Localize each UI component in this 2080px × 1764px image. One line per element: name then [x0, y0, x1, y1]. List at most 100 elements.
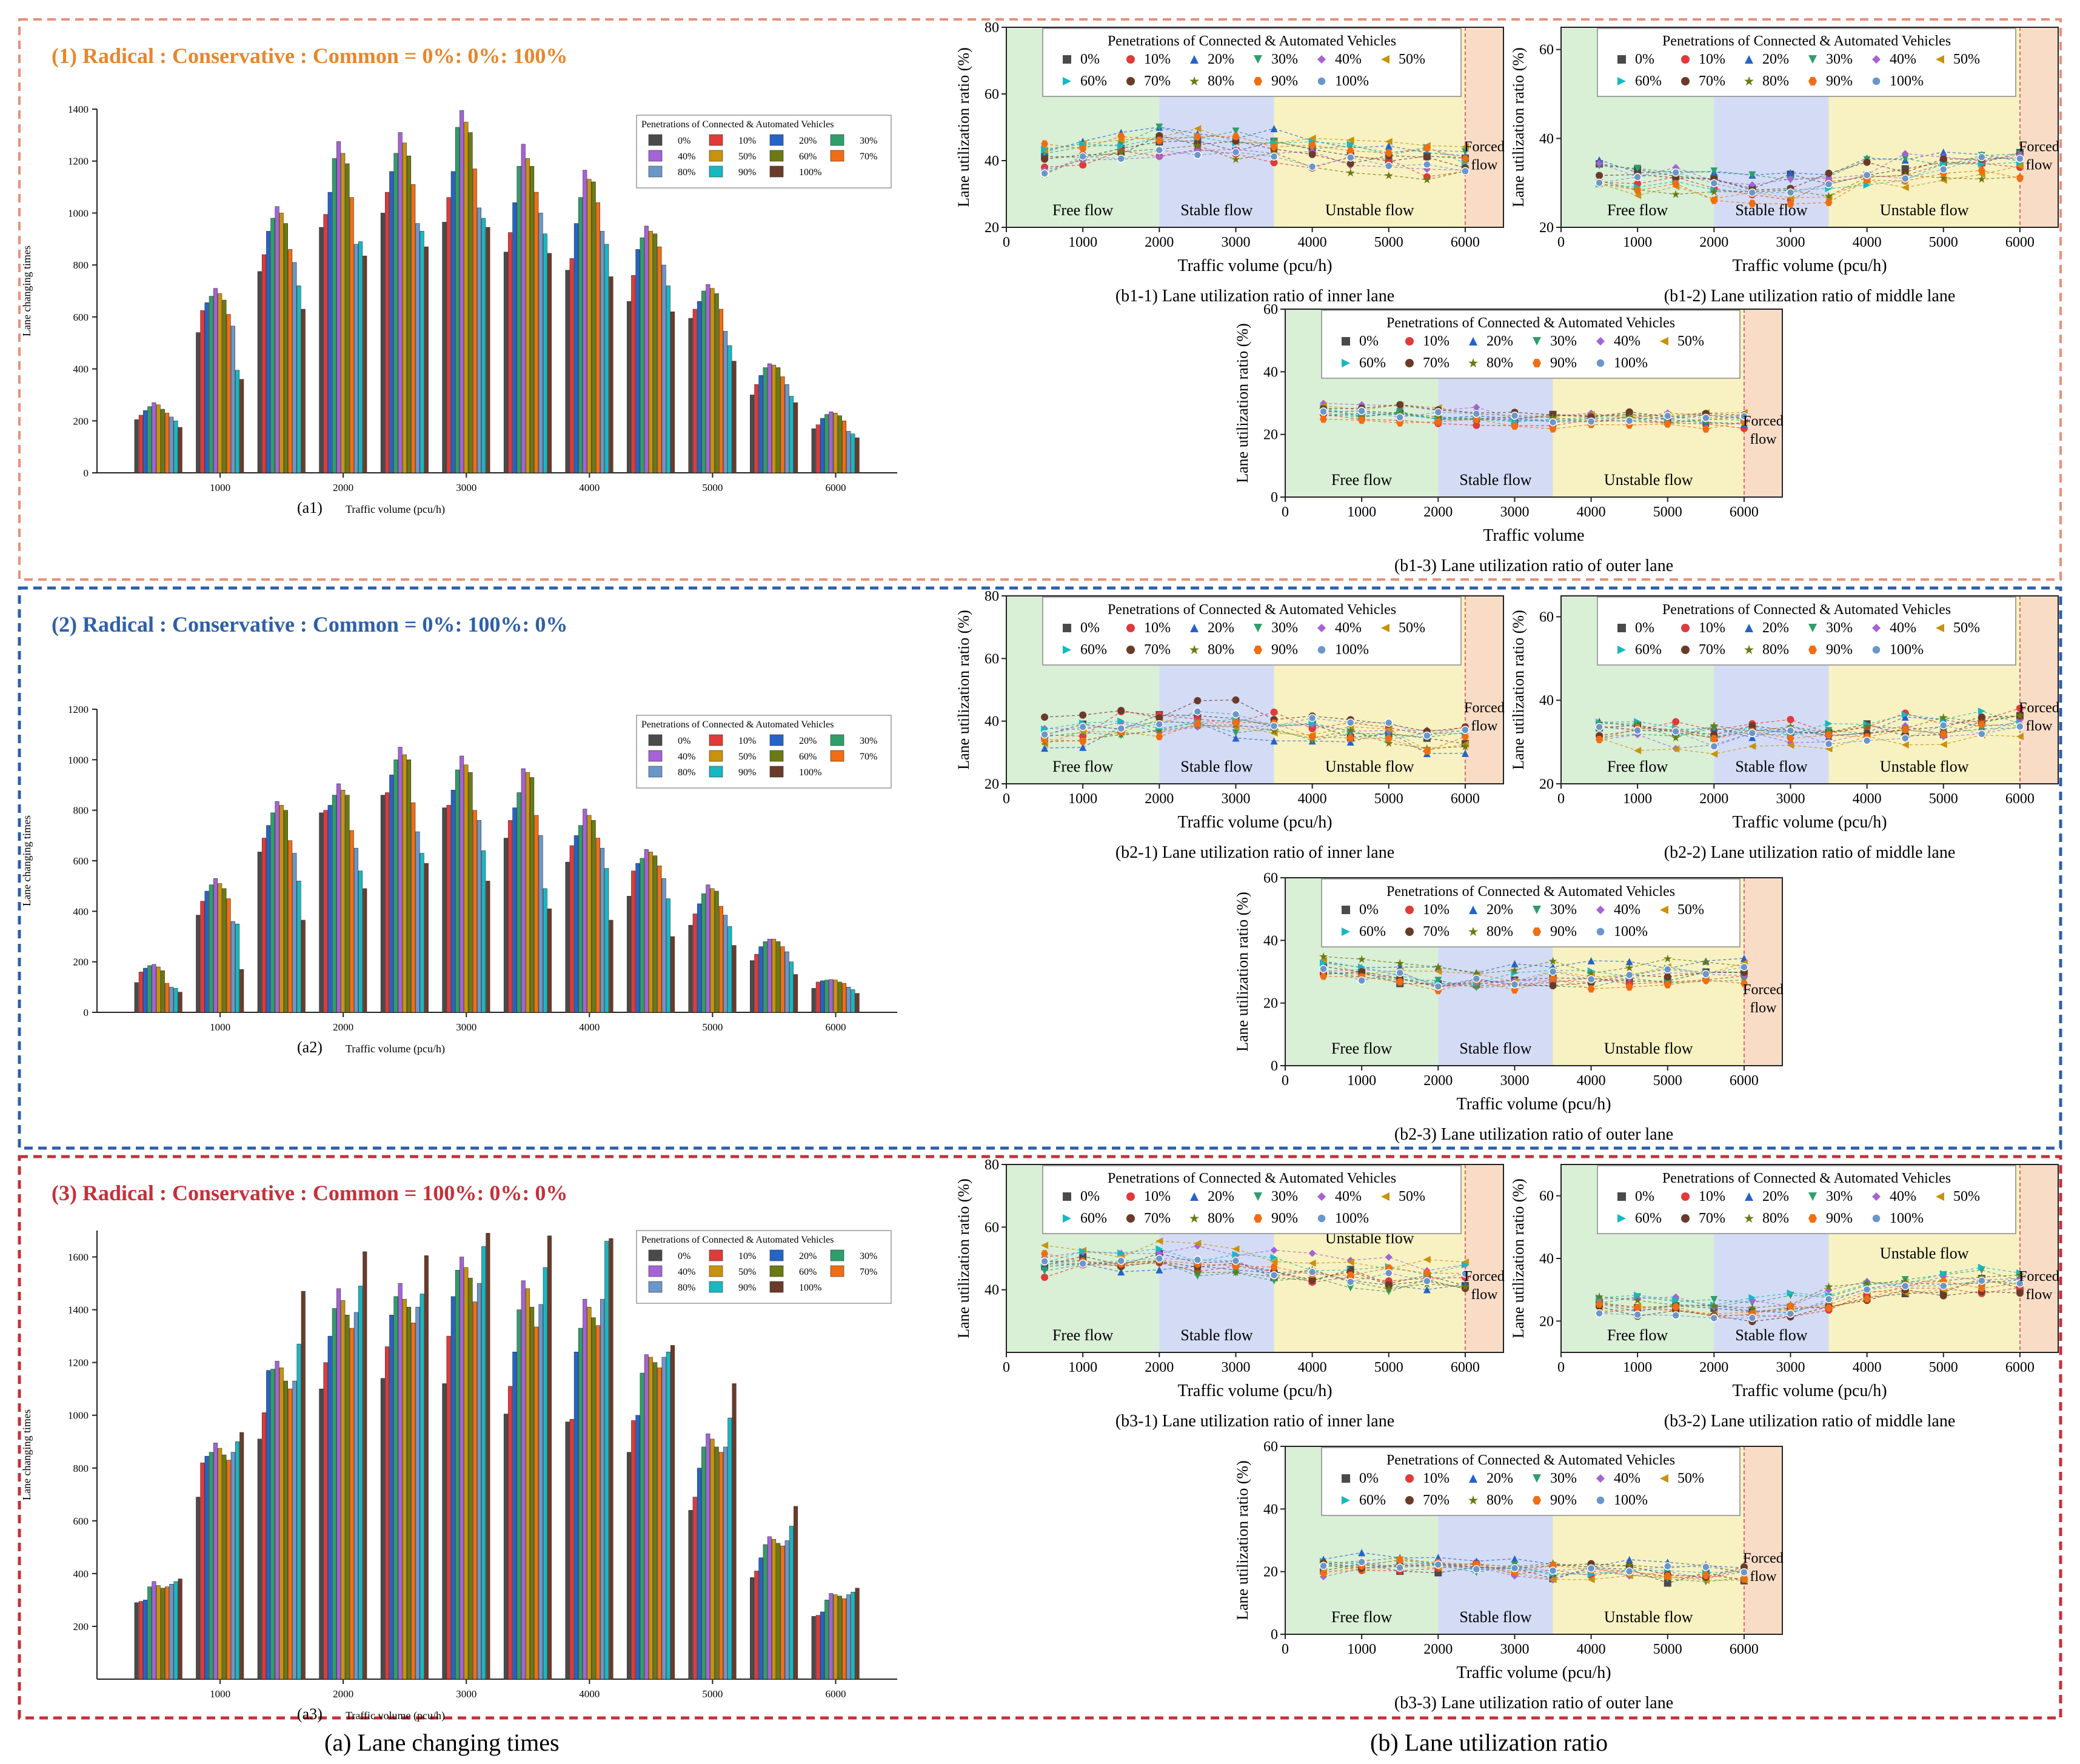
- bar-4500-60pct: [653, 855, 658, 1013]
- data-point: [1461, 143, 1469, 151]
- bar-2000-50pct: [341, 1300, 346, 1680]
- data-point: [1787, 741, 1794, 749]
- y-tick-label: 20: [985, 220, 999, 236]
- data-point: [1461, 1285, 1469, 1292]
- bar-3000-0pct: [442, 807, 447, 1013]
- x-tick-label: 0: [1282, 504, 1289, 520]
- chart-caption: (b3-2) Lane utilization ratio of middle …: [1664, 1412, 1956, 1431]
- series-trend-line: [1323, 1560, 1744, 1575]
- bar-2000-20pct: [327, 192, 332, 473]
- data-point: [1193, 150, 1202, 159]
- scenario-frame-2: [18, 586, 2062, 1150]
- legend-label: 70%: [1699, 1211, 1725, 1226]
- bar-1500-90pct: [296, 1343, 301, 1680]
- legend-marker: [1254, 55, 1262, 64]
- series-trend-line: [1323, 1562, 1745, 1580]
- data-point: [2016, 704, 2024, 712]
- y-tick-label: 600: [73, 1515, 89, 1527]
- zone-label-forced-2: flow: [1750, 432, 1777, 447]
- legend-marker: [1405, 906, 1414, 914]
- bar-4000-0pct: [565, 861, 570, 1013]
- y-tick-label: 20: [985, 777, 999, 792]
- bar-1500-80pct: [292, 1380, 297, 1680]
- data-point: [1194, 1240, 1202, 1248]
- legend-label: 60%: [1080, 642, 1107, 658]
- zone-label-forced-2: flow: [1471, 158, 1498, 173]
- zone-label-unstable: Unstable flow: [1880, 201, 1969, 219]
- bar-2000-0pct: [319, 812, 324, 1013]
- bar-4000-50pct: [587, 179, 592, 473]
- bar-4000-30pct: [578, 825, 583, 1013]
- bar-4500-100pct: [670, 936, 675, 1013]
- legend-label: 100%: [1335, 1211, 1369, 1226]
- data-point: [1786, 188, 1795, 197]
- legend-label: 20%: [1486, 1471, 1513, 1486]
- y-tick-label: 60: [1539, 1189, 1554, 1204]
- bar-5000-50pct: [710, 888, 715, 1013]
- y-tick-label: 60: [1263, 302, 1278, 318]
- data-point: [1319, 964, 1328, 974]
- scatter-chart-b1-1: 204060800100020003000400050006000★★★★★★★…: [955, 20, 1505, 306]
- bar-2500-20pct: [389, 1314, 394, 1680]
- bar-6000-50pct: [833, 413, 838, 473]
- x-tick-label: 4000: [1298, 1360, 1327, 1375]
- legend-marker: [1660, 1474, 1668, 1483]
- series-trend-line: [1599, 162, 2020, 193]
- y-tick-label: 40: [1539, 693, 1554, 709]
- bar-4500-80pct: [661, 878, 666, 1013]
- data-point: [1041, 1267, 1049, 1275]
- bar-1000-60pct: [222, 299, 227, 473]
- scatter-legend: Penetrations of Connected & Automated Ve…: [1597, 596, 2016, 666]
- bar-5000-60pct: [714, 1446, 719, 1680]
- bar-4500-20pct: [635, 249, 640, 473]
- series-trend-line: [1045, 722, 1465, 741]
- legend-marker: [1063, 77, 1071, 85]
- data-point: [1155, 123, 1163, 131]
- bar-3000-30pct: [455, 769, 460, 1013]
- bar-4500-10pct: [631, 275, 636, 473]
- bar-1500-40pct: [275, 1361, 279, 1680]
- legend-label: 60%: [1080, 1211, 1107, 1226]
- bar-4500-100pct: [670, 1345, 675, 1680]
- bar-5500-30pct: [763, 1544, 767, 1680]
- bar-1500-100pct: [301, 1291, 306, 1680]
- legend-swatch: [769, 1249, 784, 1261]
- legend-label: 20%: [1208, 620, 1234, 636]
- bar-2500-30pct: [393, 153, 398, 473]
- bar-3500-30pct: [517, 792, 521, 1013]
- bar-1500-60pct: [283, 223, 288, 473]
- x-tick-label: 4000: [1853, 235, 1882, 250]
- x-tick-label: 0: [1557, 1360, 1565, 1375]
- bar-500-20pct: [143, 967, 148, 1013]
- legend-swatch: [648, 766, 663, 778]
- bar-5000-20pct: [697, 301, 701, 473]
- y-axis-label: Lane utilization ratio (%): [955, 610, 972, 770]
- bar-1000-30pct: [209, 884, 213, 1013]
- x-tick-label: 5000: [1653, 504, 1682, 520]
- bar-2000-0pct: [319, 227, 324, 473]
- bar-2500-80pct: [415, 223, 420, 473]
- y-tick-label: 40: [1539, 1251, 1554, 1267]
- legend-frame: [1321, 1447, 1741, 1516]
- bar-6000-50pct: [833, 980, 838, 1013]
- bar-5000-40pct: [706, 1433, 711, 1680]
- bar-2000-100pct: [363, 1251, 367, 1680]
- y-tick-label: 1000: [68, 1410, 89, 1422]
- x-tick-label: 3000: [1500, 1642, 1529, 1657]
- scatter-chart-b2-1: 204060800100020003000400050006000★★★★★★★…: [955, 589, 1505, 862]
- bar-6000-40pct: [829, 411, 834, 473]
- legend-label: 20%: [1208, 1189, 1234, 1204]
- bar-6000-90pct: [851, 433, 855, 473]
- series-trend-line: [1599, 707, 2021, 734]
- legend-marker: [1405, 1496, 1414, 1505]
- bar-3500-30pct: [517, 165, 521, 473]
- bar-4500-40pct: [644, 849, 649, 1013]
- bar-4500-90pct: [666, 286, 670, 473]
- legend-label: 60%: [799, 1267, 817, 1277]
- x-tick-label: 1000: [1347, 1073, 1376, 1089]
- y-tick-label: 40: [985, 153, 999, 169]
- y-tick-label: 800: [73, 1463, 89, 1474]
- bar-6000-30pct: [824, 414, 829, 473]
- series-trend-line: [1045, 721, 1466, 752]
- legend-label: 50%: [1399, 52, 1425, 67]
